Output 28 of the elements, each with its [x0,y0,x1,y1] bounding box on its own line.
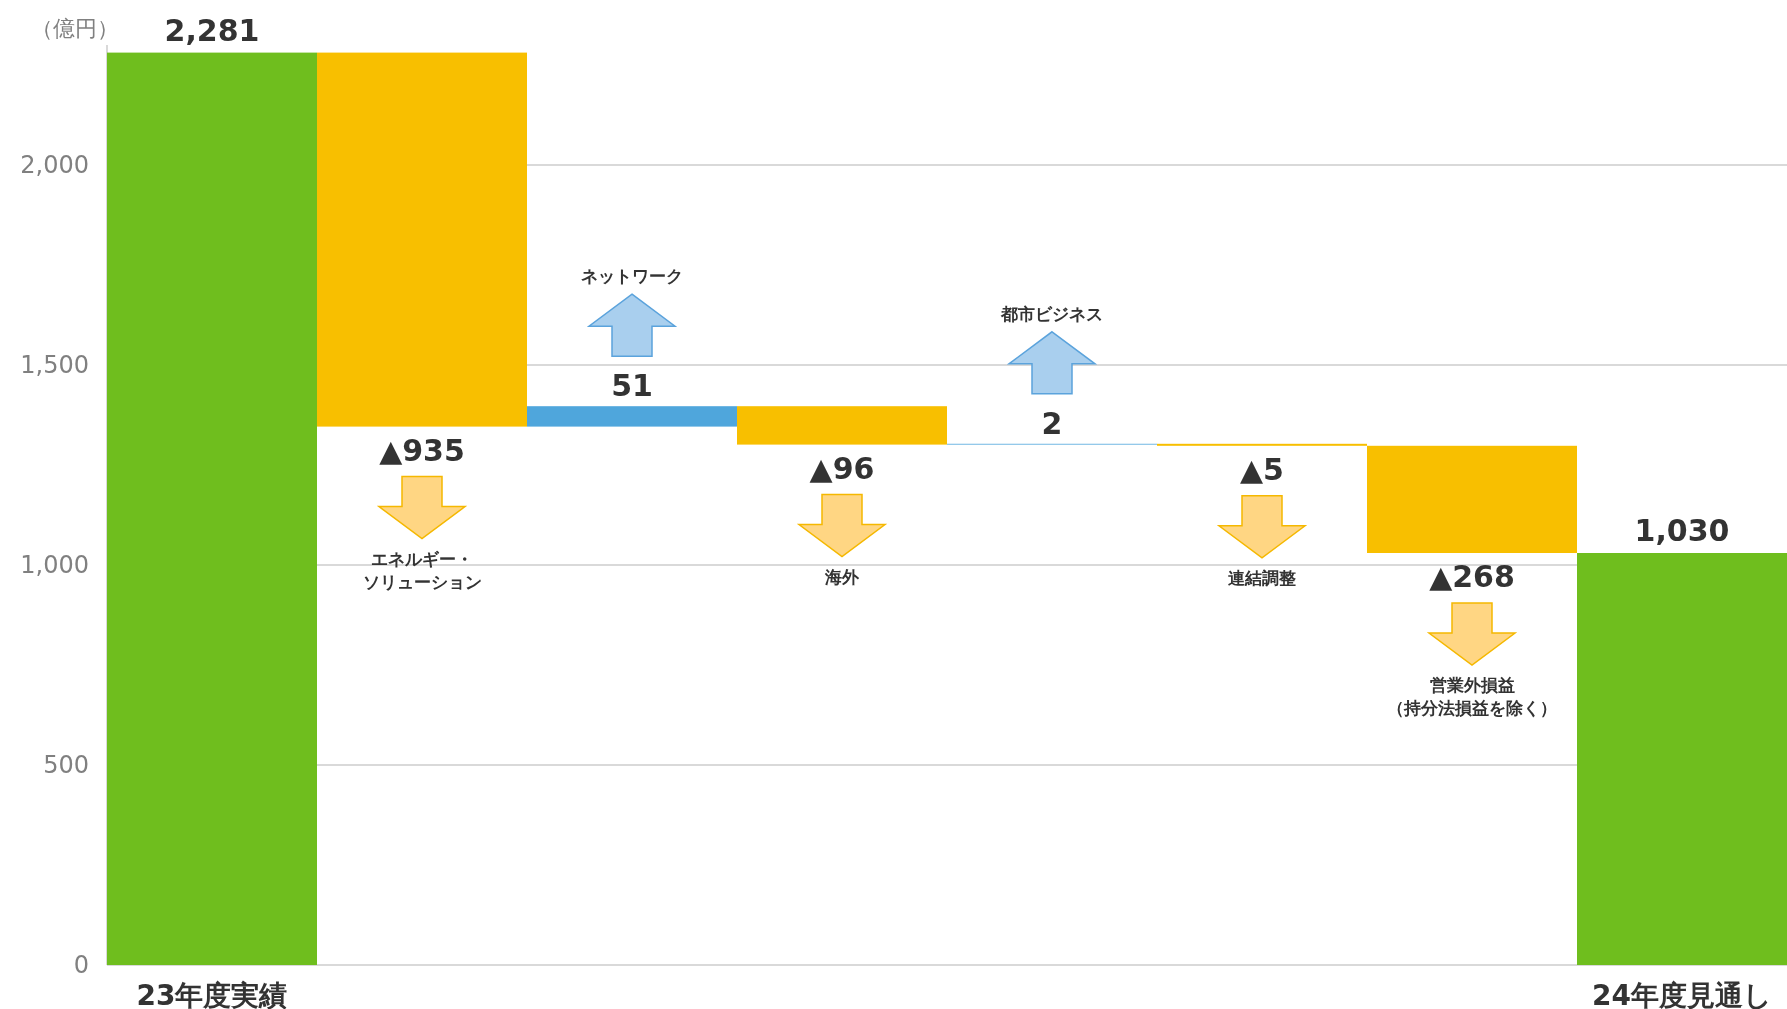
data-label: ▲96 [809,450,875,486]
data-label: ▲268 [1429,559,1515,594]
y-axis-title: （億円） [31,16,119,41]
x-tick-label: エネルギー・ソリューション [362,548,482,592]
bar [1367,445,1577,553]
y-tick-label: 500 [43,751,89,779]
y-tick-label: 2,000 [20,151,89,179]
x-tick-label: 営業外損益（持分法損益を除く） [1387,675,1557,718]
data-label: 51 [611,368,653,404]
bar [737,406,947,445]
y-tick-label: 1,500 [20,351,89,379]
y-tick-label: 1,000 [20,551,89,579]
data-label: 2,281 [164,12,260,48]
bar [317,52,527,427]
bar [1157,443,1367,446]
x-tick-label: 24年度見通し [1592,979,1772,1009]
x-tick-label: 都市ビジネス [1000,303,1103,324]
x-tick-label: 連結調整 [1228,567,1296,588]
data-label: 2 [1041,405,1063,441]
x-tick-label: ネットワーク [581,266,683,287]
bar [527,406,737,427]
data-label: ▲935 [379,432,465,468]
y-tick-label: 0 [73,951,89,979]
bar [1577,553,1787,965]
data-label: 1,030 [1634,513,1730,548]
bar [107,52,317,965]
x-tick-label: 海外 [824,566,860,587]
data-label: ▲5 [1240,451,1284,487]
